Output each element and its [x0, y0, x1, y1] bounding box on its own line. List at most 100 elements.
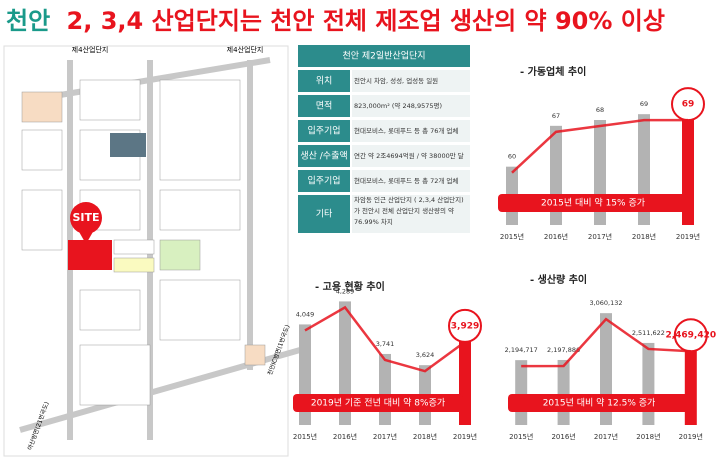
- row-label-cell: [298, 70, 350, 92]
- x-tick-label: 2016년: [544, 232, 568, 241]
- value-label: 67: [552, 112, 560, 120]
- annotation-box: [498, 194, 688, 212]
- map-block: [159, 279, 241, 341]
- title-lead: 천안: [6, 7, 50, 35]
- row-label-cell: [298, 120, 350, 142]
- annotation-box: [508, 394, 690, 412]
- x-tick-label: 2019년: [679, 432, 703, 441]
- row-label: 생산 /수출액: [300, 150, 347, 162]
- map-block-dark: [110, 133, 146, 157]
- value-label: 4,289: [336, 287, 355, 295]
- row-label-cell: [298, 145, 350, 167]
- row-label-cell: [298, 170, 350, 192]
- row-value-cell: [352, 70, 470, 92]
- map-block: [113, 257, 155, 273]
- row-value-box: 차암동 인근 산업단지 ( 2,3,4 산업단지)가 천안시 전체 산업단지 생…: [354, 196, 464, 226]
- row-value-cell: [352, 145, 470, 167]
- bar: [515, 360, 528, 425]
- x-tick-label: 2019년: [453, 432, 477, 441]
- x-tick-label: 2016년: [333, 432, 357, 441]
- chart: - 생산량 추이 2015년 2,194,717 2016년 2,197,886 2017…: [505, 273, 716, 441]
- map-block: [159, 239, 201, 271]
- map-block: [244, 344, 266, 366]
- bar: [642, 342, 655, 425]
- value-label: 68: [596, 106, 604, 114]
- row-value-box: 현대모비스, 롯데푸드 등 총 76개 업체: [354, 127, 459, 135]
- annotation-box: [293, 394, 463, 412]
- title-rest: 2, 3,4 산업단지는 천안 전체 제조업 생산의 약 90% 이상: [67, 7, 665, 35]
- x-tick-label: 2015년: [509, 432, 533, 441]
- chart-title: - 생산량 추이: [530, 273, 587, 286]
- map-label: 제4산업단지: [72, 45, 109, 54]
- chart-title: - 가동업체 추이: [520, 65, 586, 78]
- row-value: 823,000m² (약 248,9575평): [354, 102, 442, 110]
- map-block: [79, 79, 141, 121]
- x-tick-label: 2017년: [373, 432, 397, 441]
- row-label: 기타: [316, 209, 333, 220]
- site-label: SITE: [72, 211, 99, 224]
- value-label: 3,741: [376, 340, 395, 348]
- row-value: 연간 약 2조4694억원 / 약 38000만 달러: [354, 152, 464, 160]
- map-block: [21, 189, 63, 251]
- page-title: 천안 2, 3,4 산업단지는 천안 전체 제조업 생산의 약 90% 이상: [6, 7, 665, 35]
- trend-line: [521, 317, 691, 368]
- value-label: 2,194,717: [505, 346, 538, 354]
- chart-title: - 고용 현황 추이: [315, 280, 385, 293]
- bar: [459, 335, 471, 425]
- row-value-box: 현대모비스, 롯데푸드 등 총 72개 업체: [354, 177, 459, 185]
- row-label: 입주기업: [307, 175, 340, 187]
- x-tick-label: 2018년: [636, 432, 660, 441]
- annotation: 2015년 대비 약 12.5% 증가: [543, 397, 656, 409]
- x-tick-label: 2015년: [500, 232, 524, 241]
- site-pin-tail: [78, 230, 94, 244]
- row-label-cell: [298, 95, 350, 117]
- row-value-box: 연간 약 2조4694억원 / 약 38000만 달러: [354, 152, 464, 160]
- site-block: [68, 240, 112, 270]
- row-label: 면적: [316, 100, 333, 112]
- row-value: 차암동 인근 산업단지 ( 2,3,4 산업단지)가 천안시 전체 산업단지 생…: [354, 196, 464, 226]
- value-label: 2,469,420: [665, 331, 716, 341]
- row-value: 천안시 차암, 성성, 업성동 일원: [354, 77, 439, 85]
- bar: [557, 359, 570, 425]
- map-block: [159, 189, 241, 231]
- annotation: 2015년 대비 약 15% 증가: [541, 197, 645, 209]
- x-tick-label: 2015년: [293, 432, 317, 441]
- map-block: [79, 289, 141, 331]
- map-label: 제4산업단지: [227, 45, 264, 54]
- x-tick-label: 2019년: [676, 232, 700, 241]
- row-label: 위치: [316, 75, 333, 87]
- value-label: 4,049: [296, 310, 315, 318]
- chart: - 가동업체 추이 2015년 60 2016년 67 2017년 68 2018년 69 201…: [498, 65, 705, 241]
- row-value-box: 천안시 차암, 성성, 업성동 일원: [354, 77, 439, 85]
- value-label: 69: [682, 100, 695, 110]
- x-tick-label: 2016년: [551, 432, 575, 441]
- value-label: 2,511,622: [632, 329, 665, 337]
- row-value-cell: [352, 170, 470, 192]
- map-block: [21, 129, 63, 171]
- x-tick-label: 2017년: [594, 432, 618, 441]
- bar: [684, 345, 697, 425]
- row-label: 입주기업: [307, 125, 340, 137]
- value-label: 2,197,886: [547, 346, 580, 354]
- row-value-cell: [352, 120, 470, 142]
- table-title: 천안 제2일반산업단지: [342, 51, 425, 62]
- map-block: [79, 344, 151, 406]
- map-block: [21, 91, 63, 123]
- chart: - 고용 현황 추이 2015년 4,049 2016년 4,289 2017년 3,741…: [293, 280, 482, 441]
- value-label: 60: [508, 153, 516, 161]
- site-pin: [70, 202, 102, 234]
- value-label: 3,060,132: [589, 299, 622, 307]
- row-value-box: 823,000m² (약 248,9575평): [354, 102, 442, 110]
- x-tick-label: 2018년: [413, 432, 437, 441]
- site-map: SITE 제4산업단지 제4산업단지 천안IC방면(1번국도) 아산방면(21번…: [3, 45, 301, 457]
- x-tick-label: 2018년: [632, 232, 656, 241]
- row-value: 현대모비스, 롯데푸드 등 총 76개 업체: [354, 127, 459, 135]
- map-block: [113, 239, 155, 255]
- value-label: 3,929: [451, 321, 479, 331]
- value-label: 69: [640, 100, 648, 108]
- map-block: [159, 79, 241, 181]
- trend-line: [304, 305, 466, 373]
- row-value: 현대모비스, 롯데푸드 등 총 72개 업체: [354, 177, 459, 185]
